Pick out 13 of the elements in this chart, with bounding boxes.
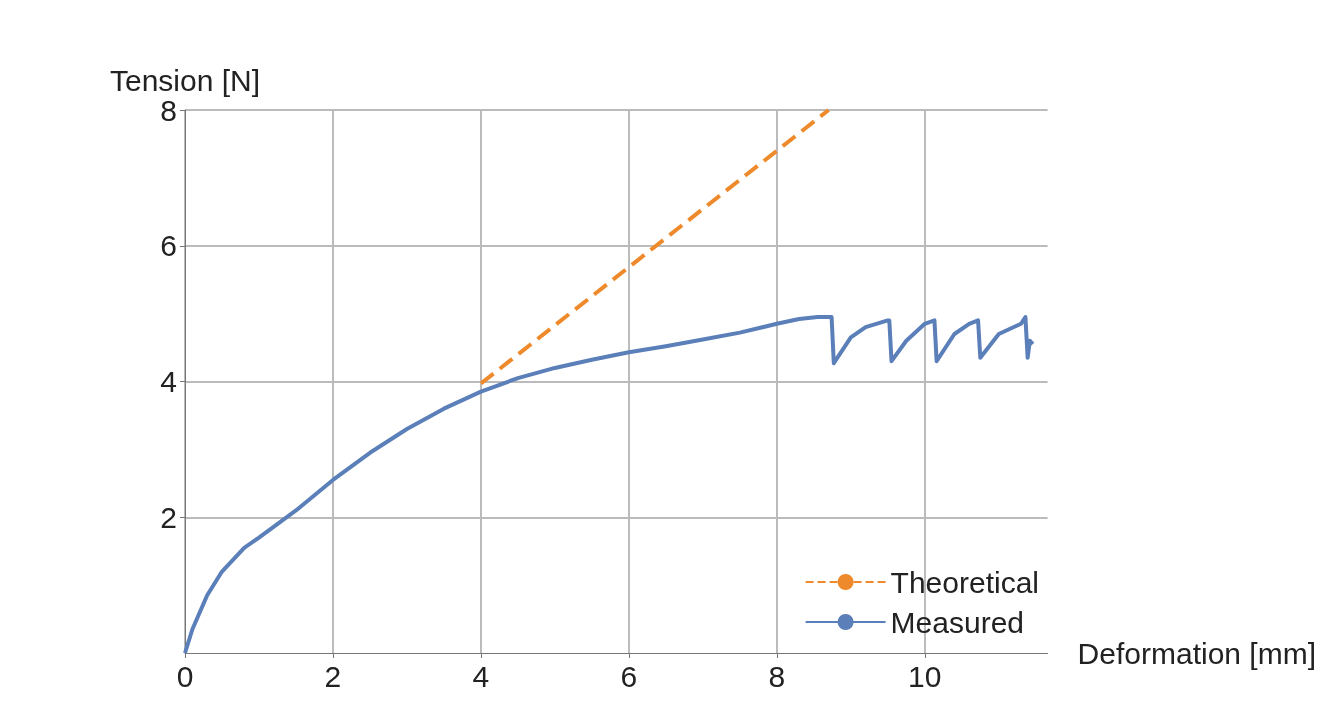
- x-tick-label: 10: [908, 659, 942, 693]
- x-axis-title: Deformation [mm]: [1077, 636, 1316, 670]
- x-tick-label: 8: [768, 659, 786, 693]
- x-tick-label: 4: [472, 659, 490, 693]
- line-series: [183, 315, 1035, 655]
- legend-label: Theoretical: [890, 565, 1039, 599]
- x-tick-label: 2: [324, 659, 342, 693]
- y-tick-label: 6: [160, 229, 177, 263]
- x-tick-label: 0: [176, 659, 194, 693]
- legend-label: Measured: [890, 605, 1024, 639]
- y-tick-label: 2: [160, 500, 177, 534]
- y-tick-label: 4: [160, 365, 177, 398]
- x-tick-label: 6: [620, 659, 638, 693]
